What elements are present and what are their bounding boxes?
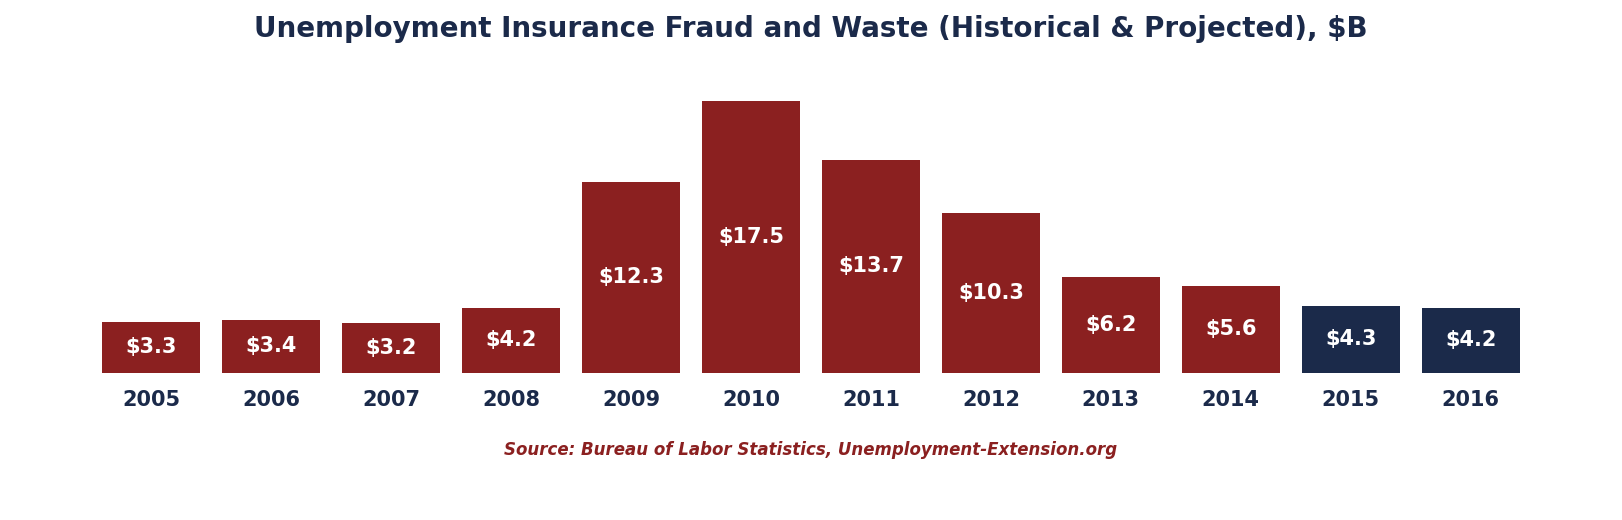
Text: $5.6: $5.6: [1205, 319, 1257, 340]
Text: $3.3: $3.3: [125, 337, 177, 357]
Text: $6.2: $6.2: [1085, 315, 1137, 335]
Text: $4.2: $4.2: [1445, 330, 1497, 350]
Text: $13.7: $13.7: [839, 256, 903, 277]
Text: $4.2: $4.2: [485, 330, 537, 350]
Bar: [1182, 286, 1280, 373]
Text: $4.3: $4.3: [1325, 330, 1377, 349]
Text: $17.5: $17.5: [719, 227, 783, 247]
Bar: [102, 321, 201, 373]
Bar: [822, 160, 920, 373]
Text: $10.3: $10.3: [959, 283, 1023, 303]
Bar: [1421, 308, 1520, 373]
Bar: [222, 320, 321, 373]
Title: Unemployment Insurance Fraud and Waste (Historical & Projected), $B: Unemployment Insurance Fraud and Waste (…: [255, 15, 1367, 43]
Bar: [942, 213, 1040, 373]
Bar: [462, 308, 560, 373]
Bar: [1301, 306, 1400, 373]
Text: $3.4: $3.4: [245, 336, 297, 357]
Text: $12.3: $12.3: [599, 267, 663, 288]
Bar: [1062, 277, 1160, 373]
Bar: [342, 323, 440, 373]
Text: $3.2: $3.2: [365, 338, 417, 358]
Text: Source: Bureau of Labor Statistics, Unemployment-Extension.org: Source: Bureau of Labor Statistics, Unem…: [504, 441, 1118, 459]
Bar: [702, 101, 800, 373]
Bar: [582, 181, 680, 373]
